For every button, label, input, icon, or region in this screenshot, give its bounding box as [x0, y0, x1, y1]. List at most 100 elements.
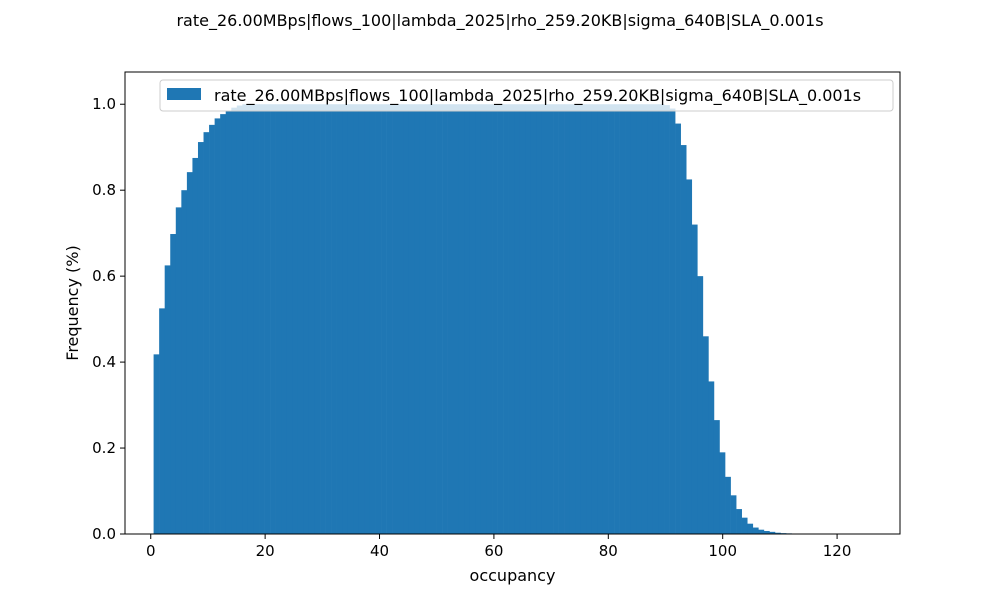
histogram-bar — [669, 108, 676, 534]
histogram-bar — [170, 234, 177, 534]
histogram-bar — [197, 142, 204, 535]
histogram-bar — [364, 104, 371, 534]
y-tick-label: 1.0 — [92, 95, 116, 113]
y-tick-label: 0.0 — [92, 525, 116, 543]
histogram-bar — [708, 381, 715, 534]
histogram-bar — [192, 157, 199, 534]
histogram-bar — [680, 145, 687, 534]
x-tick-label: 60 — [484, 542, 503, 560]
histogram-bar — [558, 104, 565, 534]
histogram-bar — [580, 104, 587, 534]
histogram-bar — [591, 104, 598, 534]
histogram-bar — [758, 529, 765, 534]
histogram-bar — [602, 104, 609, 534]
histogram-bar — [702, 336, 709, 534]
histogram-bar — [697, 276, 704, 534]
histogram-bar — [358, 104, 365, 534]
chart-title: rate_26.00MBps|flows_100|lambda_2025|rho… — [176, 11, 823, 31]
histogram-bar — [769, 531, 776, 534]
histogram-bar — [419, 104, 426, 534]
y-tick-label: 0.4 — [92, 353, 116, 371]
histogram-bar — [236, 105, 243, 535]
histogram-bar — [225, 110, 232, 535]
histogram-bar — [425, 104, 432, 534]
legend-swatch — [167, 88, 201, 100]
histogram-bar — [397, 104, 404, 534]
histogram-bar — [342, 104, 349, 534]
histogram-bar — [253, 104, 260, 534]
histogram-bar — [414, 104, 421, 534]
histogram-bar — [292, 104, 299, 534]
histogram-bar — [408, 104, 415, 534]
histogram-bar — [597, 104, 604, 534]
histogram-bar — [181, 190, 188, 534]
y-axis-label: Frequency (%) — [63, 245, 82, 360]
legend: rate_26.00MBps|flows_100|lambda_2025|rho… — [159, 79, 894, 112]
histogram-bar — [347, 104, 354, 534]
histogram-bar — [475, 104, 482, 534]
histogram-bar — [314, 104, 321, 534]
histogram-bar — [286, 104, 293, 534]
histogram-bar — [392, 104, 399, 534]
histogram-bar — [353, 104, 360, 534]
histogram-bar — [297, 104, 304, 534]
histogram-bar — [458, 104, 465, 534]
histogram-bar — [336, 104, 343, 534]
x-tick-label: 0 — [146, 542, 156, 560]
histogram-bar — [247, 104, 254, 534]
y-tick-label: 0.8 — [92, 181, 116, 199]
histogram-bar — [747, 523, 754, 534]
y-tick-label: 0.2 — [92, 439, 116, 457]
histogram-bar — [320, 104, 326, 534]
histogram-bar — [519, 104, 526, 534]
histogram-bar — [713, 420, 720, 534]
histogram-bar — [303, 104, 310, 534]
histogram-bar — [447, 104, 454, 534]
histogram-bar — [625, 104, 632, 534]
histogram-bar — [259, 104, 265, 534]
x-axis-label: occupancy — [470, 566, 556, 585]
histogram-bar — [403, 104, 410, 534]
histogram-bar — [647, 104, 654, 534]
histogram-bar — [514, 104, 521, 534]
histogram-bar — [242, 104, 249, 534]
histogram-bar — [719, 452, 726, 534]
histogram-bar — [220, 114, 227, 535]
histogram-bar — [547, 104, 554, 534]
histogram-bar — [658, 104, 665, 534]
histogram-bar — [569, 104, 576, 534]
histogram-bar — [736, 509, 742, 534]
histogram-bar — [664, 105, 670, 534]
histogram-bar — [486, 104, 493, 534]
histogram-bar — [641, 104, 648, 534]
histogram-bar — [453, 104, 460, 534]
x-tick-label: 120 — [823, 542, 852, 560]
histogram-bar — [608, 104, 615, 534]
legend-entry-label: rate_26.00MBps|flows_100|lambda_2025|rho… — [214, 86, 861, 106]
histogram-bar — [730, 495, 737, 534]
histogram-bar — [308, 104, 315, 534]
histogram-bar — [442, 104, 448, 534]
histogram-bar — [231, 107, 238, 535]
histogram-bar — [469, 104, 476, 534]
histogram-bar — [175, 207, 182, 534]
x-tick-label: 40 — [370, 542, 389, 560]
histogram-bar — [614, 104, 620, 534]
histogram-bar — [541, 104, 548, 534]
histogram-bar — [630, 104, 637, 534]
histogram-bar — [525, 104, 532, 534]
histogram-bar — [325, 104, 332, 534]
histogram-bar — [619, 104, 626, 534]
histogram-bar — [741, 517, 748, 534]
histogram-bar — [686, 179, 693, 534]
histogram-bar — [270, 104, 276, 534]
histogram-bar — [153, 354, 160, 534]
histogram-bar — [203, 132, 210, 535]
histogram-bar — [331, 104, 337, 534]
histogram-bar — [497, 104, 504, 534]
histogram-bar — [725, 476, 731, 534]
histogram-bar — [564, 104, 570, 534]
histogram-bar — [752, 527, 759, 534]
x-tick-label: 100 — [708, 542, 737, 560]
